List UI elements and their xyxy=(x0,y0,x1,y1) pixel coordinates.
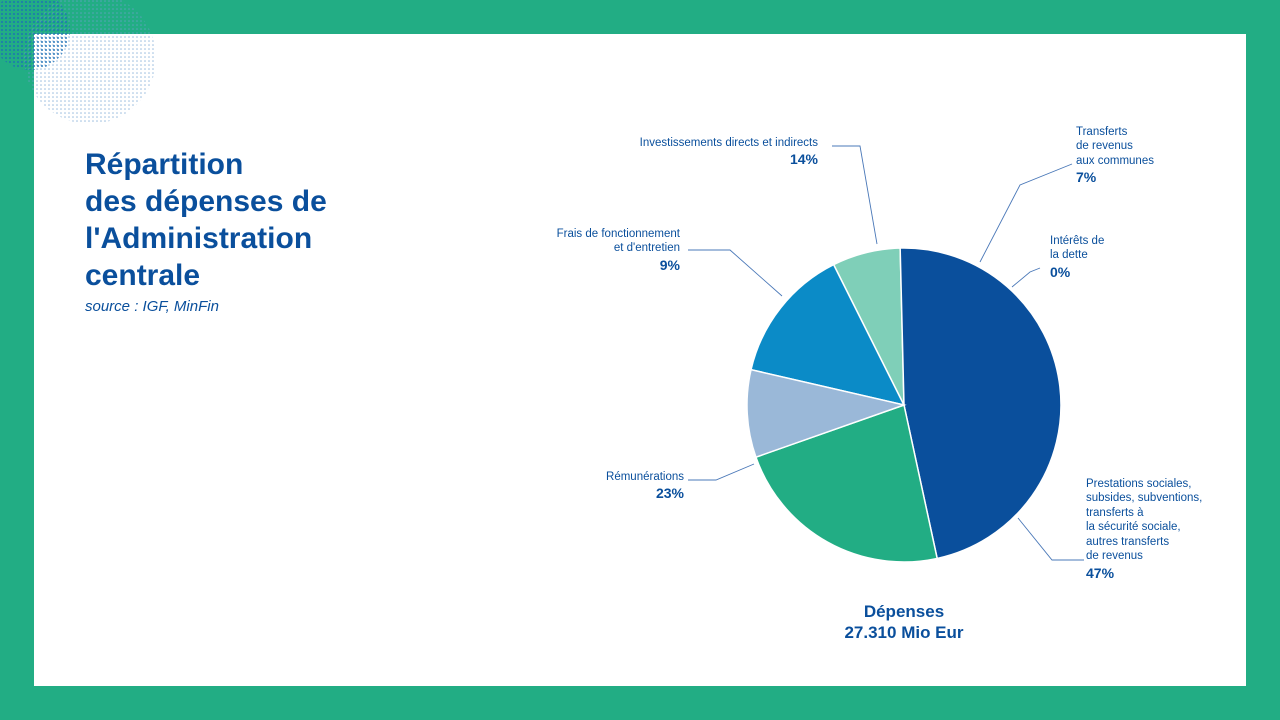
leader-investissements xyxy=(832,145,878,245)
slice-name: Frais de fonctionnement et d'entretien xyxy=(556,227,680,255)
leader-interets-dette xyxy=(1011,267,1041,288)
slice-label-frais-fonctionnement: Frais de fonctionnement et d'entretien 9… xyxy=(500,212,680,289)
slice-label-interets-dette: Intérêts de la dette 0% xyxy=(1050,219,1150,296)
slice-label-remunerations: Rémunérations 23% xyxy=(540,455,684,518)
slice-name: Rémunérations xyxy=(606,470,684,483)
slice-percent: 14% xyxy=(789,151,818,167)
dotted-corner-decoration xyxy=(0,0,156,124)
slice-label-investissements: Investissements directs et indirects 14% xyxy=(560,121,818,184)
chart-title: Répartition des dépenses de l'Administra… xyxy=(85,148,327,292)
slice-percent: 0% xyxy=(1050,263,1071,280)
slice-name: Transferts de revenus aux communes xyxy=(1076,125,1154,167)
source-note: source : IGF, MinFin xyxy=(85,298,219,315)
slice-label-prestations-sociales: Prestations sociales, subsides, subventi… xyxy=(1086,462,1236,597)
slice-remunerations xyxy=(754,404,939,563)
slice-prestations-sociales xyxy=(899,247,1062,560)
slice-investissements xyxy=(750,263,906,407)
slice-name: Intérêts de la dette xyxy=(1050,234,1105,262)
slice-name: Prestations sociales, subsides, subventi… xyxy=(1086,477,1203,563)
slice-percent: 9% xyxy=(659,256,680,273)
leader-frais-fonctionnement xyxy=(688,249,783,297)
total-value: 27.310 Mio Eur xyxy=(844,623,964,642)
leader-prestations-sociales xyxy=(1017,517,1084,561)
slice-name: Investissements directs et indirects xyxy=(639,136,818,149)
leader-transferts-communes xyxy=(979,163,1073,263)
slice-percent: 47% xyxy=(1086,564,1115,581)
total-label: Dépenses xyxy=(863,602,945,621)
slice-percent: 23% xyxy=(655,485,684,501)
chart-total: Dépenses 27.310 Mio Eur xyxy=(804,601,1004,643)
slice-label-transferts-communes: Transferts de revenus aux communes 7% xyxy=(1076,110,1196,202)
leader-remunerations xyxy=(688,463,755,481)
slice-percent: 7% xyxy=(1076,169,1097,185)
slice-frais-fonctionnement xyxy=(746,368,907,459)
